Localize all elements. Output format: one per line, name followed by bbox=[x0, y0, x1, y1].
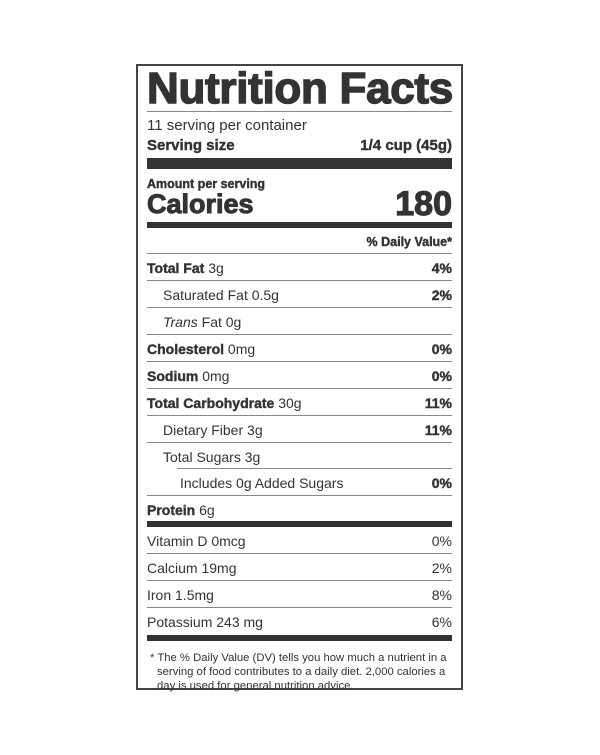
nutrient-name: Cholesterol bbox=[147, 340, 225, 357]
vitamin-name: Iron 1.5mg bbox=[147, 586, 214, 603]
vitamin-name: Calcium 19mg bbox=[147, 559, 237, 576]
nutrient-row-cholesterol: Cholesterol 0mg 0% bbox=[147, 335, 452, 362]
nutrient-list: Total Fat 3g 4% Saturated Fat 0.5g 2% Tran… bbox=[147, 254, 452, 522]
nutrient-dv: 0% bbox=[431, 474, 453, 491]
nutrient-name: Protein bbox=[147, 501, 196, 518]
vitamin-dv: 2% bbox=[431, 559, 452, 576]
nutrient-name: Includes 0g Added Sugars bbox=[180, 474, 344, 491]
nutrient-amount: 0mg bbox=[202, 367, 230, 384]
nutrient-amount: 3g bbox=[208, 259, 224, 276]
nutrient-dv: 0% bbox=[431, 340, 453, 357]
nutrient-dv: 11% bbox=[424, 394, 453, 411]
nutrient-amount: 0.5g bbox=[251, 286, 279, 303]
nutrient-dv: 0% bbox=[431, 367, 453, 384]
calories-label: Calories bbox=[147, 189, 255, 220]
vitamin-dv: 8% bbox=[431, 586, 452, 603]
nutrient-name: Total Sugars bbox=[163, 448, 241, 465]
nutrient-row-dietary-fiber: Dietary Fiber 3g 11% bbox=[147, 416, 452, 443]
nutrition-facts-label: Nutrition Facts 11 serving per container… bbox=[136, 64, 463, 693]
nutrient-amount: 0g bbox=[225, 313, 242, 330]
vitamin-name: Vitamin D 0mcg bbox=[147, 532, 246, 549]
divider-thick bbox=[147, 158, 452, 169]
nutrient-amount: 3g bbox=[244, 448, 261, 465]
nutrient-dv: 11% bbox=[424, 421, 453, 438]
nutrient-name: Trans bbox=[163, 313, 198, 330]
nutrient-dv: 4% bbox=[431, 259, 453, 276]
nutrient-amount: 0mg bbox=[227, 340, 256, 357]
nutrient-row-sodium: Sodium 0mg 0% bbox=[147, 362, 452, 389]
footnote: * The % Daily Value (DV) tells you how m… bbox=[147, 641, 452, 693]
vitamin-row: Vitamin D 0mcg 0% bbox=[147, 527, 452, 554]
nutrient-amount: 3g bbox=[247, 421, 263, 438]
nutrient-row-total-carbohydrate: Total Carbohydrate 30g 11% bbox=[147, 389, 452, 416]
nutrient-row-added-sugars: Includes 0g Added Sugars 0% bbox=[147, 469, 452, 496]
divider bbox=[147, 111, 452, 112]
divider-thick bbox=[147, 635, 452, 641]
serving-size-value: 1/4 cup (45g) bbox=[360, 137, 452, 154]
vitamin-name: Potassium 243 mg bbox=[147, 613, 263, 630]
nutrient-name: Saturated Fat bbox=[163, 286, 248, 303]
nutrient-name-suffix: Fat bbox=[201, 313, 222, 330]
divider-medium bbox=[147, 222, 452, 228]
vitamin-row: Calcium 19mg 2% bbox=[147, 554, 452, 581]
nutrient-amount: 6g bbox=[199, 501, 215, 518]
amount-per-serving: Amount per serving bbox=[147, 177, 266, 191]
servings-per-container: 11 serving per container bbox=[147, 117, 307, 134]
vitamin-row: Potassium 243 mg 6% bbox=[147, 608, 452, 634]
vitamin-dv: 6% bbox=[431, 613, 452, 630]
nutrient-row-total-sugars: Total Sugars 3g bbox=[147, 443, 452, 469]
footnote-text: * The % Daily Value (DV) tells you how m… bbox=[150, 652, 447, 692]
nutrient-name: Total Carbohydrate bbox=[147, 394, 275, 411]
nutrient-row-protein: Protein 6g bbox=[147, 496, 452, 522]
nutrient-name: Dietary Fiber bbox=[163, 421, 244, 438]
divider-thick bbox=[147, 521, 452, 527]
nutrient-name: Sodium bbox=[147, 367, 199, 384]
nutrient-dv: 2% bbox=[431, 286, 453, 303]
nutrient-row-total-fat: Total Fat 3g 4% bbox=[147, 254, 452, 281]
vitamin-dv: 0% bbox=[431, 532, 452, 549]
nutrient-row-saturated-fat: Saturated Fat 0.5g 2% bbox=[147, 281, 452, 308]
nutrient-row-trans-fat: Trans Fat 0g bbox=[147, 308, 452, 335]
nutrient-amount: 30g bbox=[278, 394, 302, 411]
vitamin-list: Vitamin D 0mcg 0% Calcium 19mg 2% Iron 1.5… bbox=[147, 527, 452, 634]
calories-value: 180 bbox=[395, 185, 453, 223]
daily-value-header: % Daily Value* bbox=[147, 235, 452, 254]
nutrient-name: Total Fat bbox=[147, 259, 205, 276]
serving-size-label: Serving size bbox=[147, 137, 235, 154]
label-title: Nutrition Facts bbox=[146, 64, 454, 113]
vitamin-row: Iron 1.5mg 8% bbox=[147, 581, 452, 608]
